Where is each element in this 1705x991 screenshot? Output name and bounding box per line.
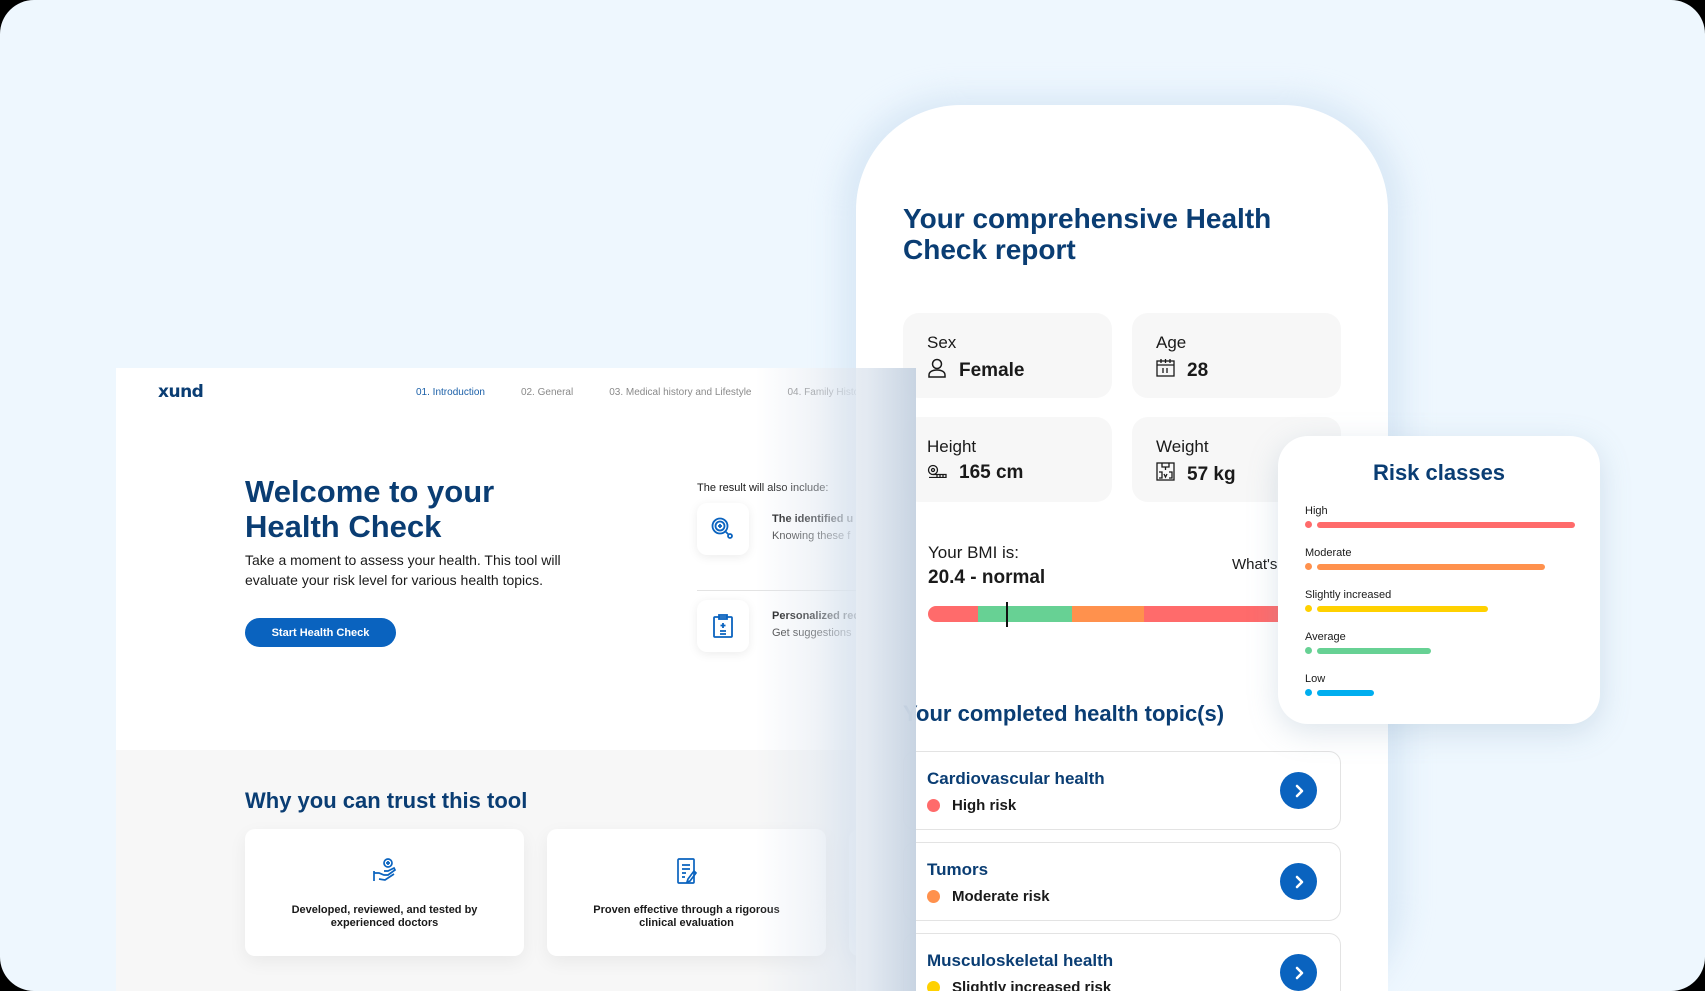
metric-label: Age <box>1156 333 1187 352</box>
topic-risk: Moderate risk <box>952 888 1050 905</box>
document-pen-icon <box>675 857 699 890</box>
metric-label: Height <box>927 437 977 456</box>
risk-class-row: Slightly increased <box>1305 589 1488 612</box>
open-topic-button[interactable] <box>1280 772 1317 809</box>
metric-value: 165 cm <box>959 462 1024 483</box>
metric-value: Female <box>959 360 1025 381</box>
trust-section: Why you can trust this tool Developed, r… <box>116 750 916 991</box>
risk-class-bar <box>1317 563 1545 570</box>
trust-card: Proven effective through a rigorous clin… <box>547 829 826 956</box>
risk-class-row: Average <box>1305 631 1431 654</box>
chevron-right-icon <box>1295 875 1303 888</box>
trust-title: Why you can trust this tool <box>245 788 528 813</box>
risk-dot-high <box>927 799 940 812</box>
topic-card-tumors[interactable]: Tumors Moderate risk <box>903 842 1341 921</box>
hero-title: Welcome to your Health Check <box>245 474 495 544</box>
risk-dot-moderate <box>927 890 940 903</box>
trust-card: Developed, reviewed, and tested by exper… <box>245 829 524 956</box>
bmi-scale-bar <box>928 606 1288 622</box>
risk-class-bar <box>1317 521 1575 528</box>
trust-card-text: Developed, reviewed, and tested by exper… <box>291 904 478 929</box>
risk-classes-card: Risk classes High Moderate Slightly increa… <box>1278 436 1600 724</box>
metric-height: Height 165 cm <box>903 417 1112 502</box>
nav-step-general[interactable]: 02. General <box>520 387 574 398</box>
risk-class-row: High <box>1305 505 1575 528</box>
bmi-segment <box>928 606 978 622</box>
risk-class-dot <box>1305 605 1312 612</box>
risk-class-bar <box>1317 689 1374 696</box>
topic-risk: Slightly increased risk <box>952 979 1112 991</box>
nav-step-introduction[interactable]: 01. Introduction <box>416 387 485 398</box>
risk-class-bar <box>1317 647 1431 654</box>
chevron-right-icon <box>1295 966 1303 979</box>
hand-plus-icon <box>371 857 399 890</box>
open-topic-button[interactable] <box>1280 954 1317 991</box>
risk-class-dot <box>1305 647 1312 654</box>
topic-name: Cardiovascular health <box>927 769 1105 788</box>
bmi-info-link[interactable]: What's <box>1232 556 1278 573</box>
magnifier-icon <box>697 503 749 555</box>
risk-class-label: Average <box>1305 631 1346 643</box>
risk-class-bar <box>1317 605 1488 612</box>
metric-label: Weight <box>1156 437 1209 456</box>
risk-class-dot <box>1305 521 1312 528</box>
step-nav: 01. Introduction 02. General 03. Medical… <box>416 387 859 398</box>
web-page-preview: xund 01. Introduction 02. General 03. Me… <box>116 368 916 991</box>
xund-logo[interactable]: xund <box>158 382 204 402</box>
topic-card-musculoskeletal[interactable]: Musculoskeletal health Slightly increase… <box>903 933 1341 991</box>
metric-value: 28 <box>1187 359 1209 381</box>
bmi-segment <box>1144 606 1288 622</box>
chevron-right-icon <box>1295 784 1303 797</box>
topic-name: Musculoskeletal health <box>927 951 1114 970</box>
scale-icon <box>1156 462 1175 487</box>
bmi-label: Your BMI is: <box>928 543 1020 562</box>
metric-label: Sex <box>927 333 957 352</box>
risk-class-label: Slightly increased <box>1305 589 1392 601</box>
topic-name: Tumors <box>927 860 989 879</box>
trust-card-text: Proven effective through a rigorous clin… <box>593 904 780 929</box>
bmi-marker <box>1006 602 1008 627</box>
calendar-icon <box>1156 358 1175 383</box>
open-topic-button[interactable] <box>1280 863 1317 900</box>
bmi-segment <box>1072 606 1144 622</box>
clipboard-icon <box>697 600 749 652</box>
metric-value: 57 kg <box>1187 463 1236 485</box>
risk-class-label: High <box>1305 505 1328 517</box>
report-title: Your comprehensive Health Check report <box>903 203 1272 265</box>
topic-risk: High risk <box>952 797 1017 814</box>
hero-subtitle: Take a moment to assess your health. Thi… <box>245 552 561 588</box>
topic-card-cardiovascular[interactable]: Cardiovascular health High risk <box>903 751 1341 830</box>
topics-title: Your completed health topic(s) <box>903 701 1225 726</box>
metric-sex: Sex Female <box>903 313 1112 398</box>
nav-step-medical-history[interactable]: 03. Medical history and Lifestyle <box>609 387 752 398</box>
include-title: The result will also include: <box>697 482 829 494</box>
metric-age: Age 28 <box>1132 313 1341 398</box>
risk-class-row: Moderate <box>1305 547 1545 570</box>
risk-class-label: Moderate <box>1305 547 1352 559</box>
person-icon <box>927 358 947 384</box>
bmi-segment <box>978 606 1072 622</box>
risk-classes-title: Risk classes <box>1372 460 1506 485</box>
start-health-check-button[interactable]: Start Health Check <box>245 618 396 647</box>
risk-class-label: Low <box>1305 673 1326 685</box>
tape-measure-icon <box>927 462 947 484</box>
bmi-value: 20.4 - normal <box>928 567 1046 588</box>
risk-class-dot <box>1305 689 1312 696</box>
include-item-desc: Knowing these f <box>772 530 851 542</box>
phone-report-screen: Your comprehensive Health Check report S… <box>856 105 1388 991</box>
risk-class-dot <box>1305 563 1312 570</box>
risk-class-row: Low <box>1305 673 1374 696</box>
risk-dot-slightly-increased <box>927 981 940 991</box>
